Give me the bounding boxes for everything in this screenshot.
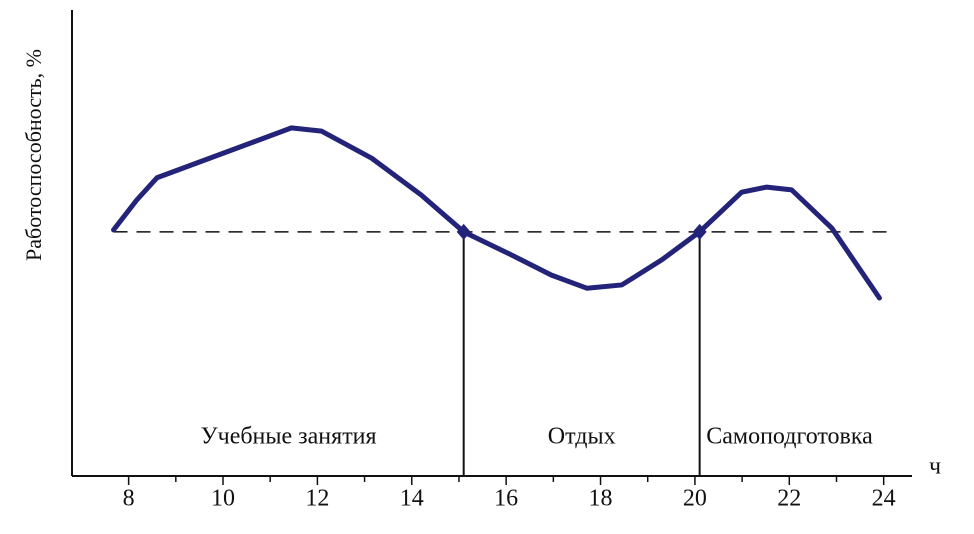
point-marker — [456, 223, 471, 240]
x-tick-label: 24 — [872, 486, 896, 512]
x-tick-label: 22 — [777, 486, 801, 512]
region-label: Самоподготовка — [706, 424, 873, 450]
x-tick-label: 10 — [211, 486, 235, 512]
x-tick-label: 16 — [494, 486, 518, 512]
point-marker — [692, 223, 707, 240]
line-series — [111, 125, 882, 301]
x-tick-label: 12 — [305, 486, 329, 512]
x-tick-label: 14 — [400, 486, 424, 512]
region-label: Учебные занятия — [201, 424, 377, 450]
region-label: Отдых — [548, 424, 616, 450]
x-tick-label: 8 — [123, 486, 135, 512]
y-axis-label: Работоспособность, % — [21, 49, 46, 261]
x-tick-label: 18 — [589, 486, 613, 512]
x-tick-label: 20 — [683, 486, 707, 512]
x-axis-label: ч — [929, 454, 941, 480]
